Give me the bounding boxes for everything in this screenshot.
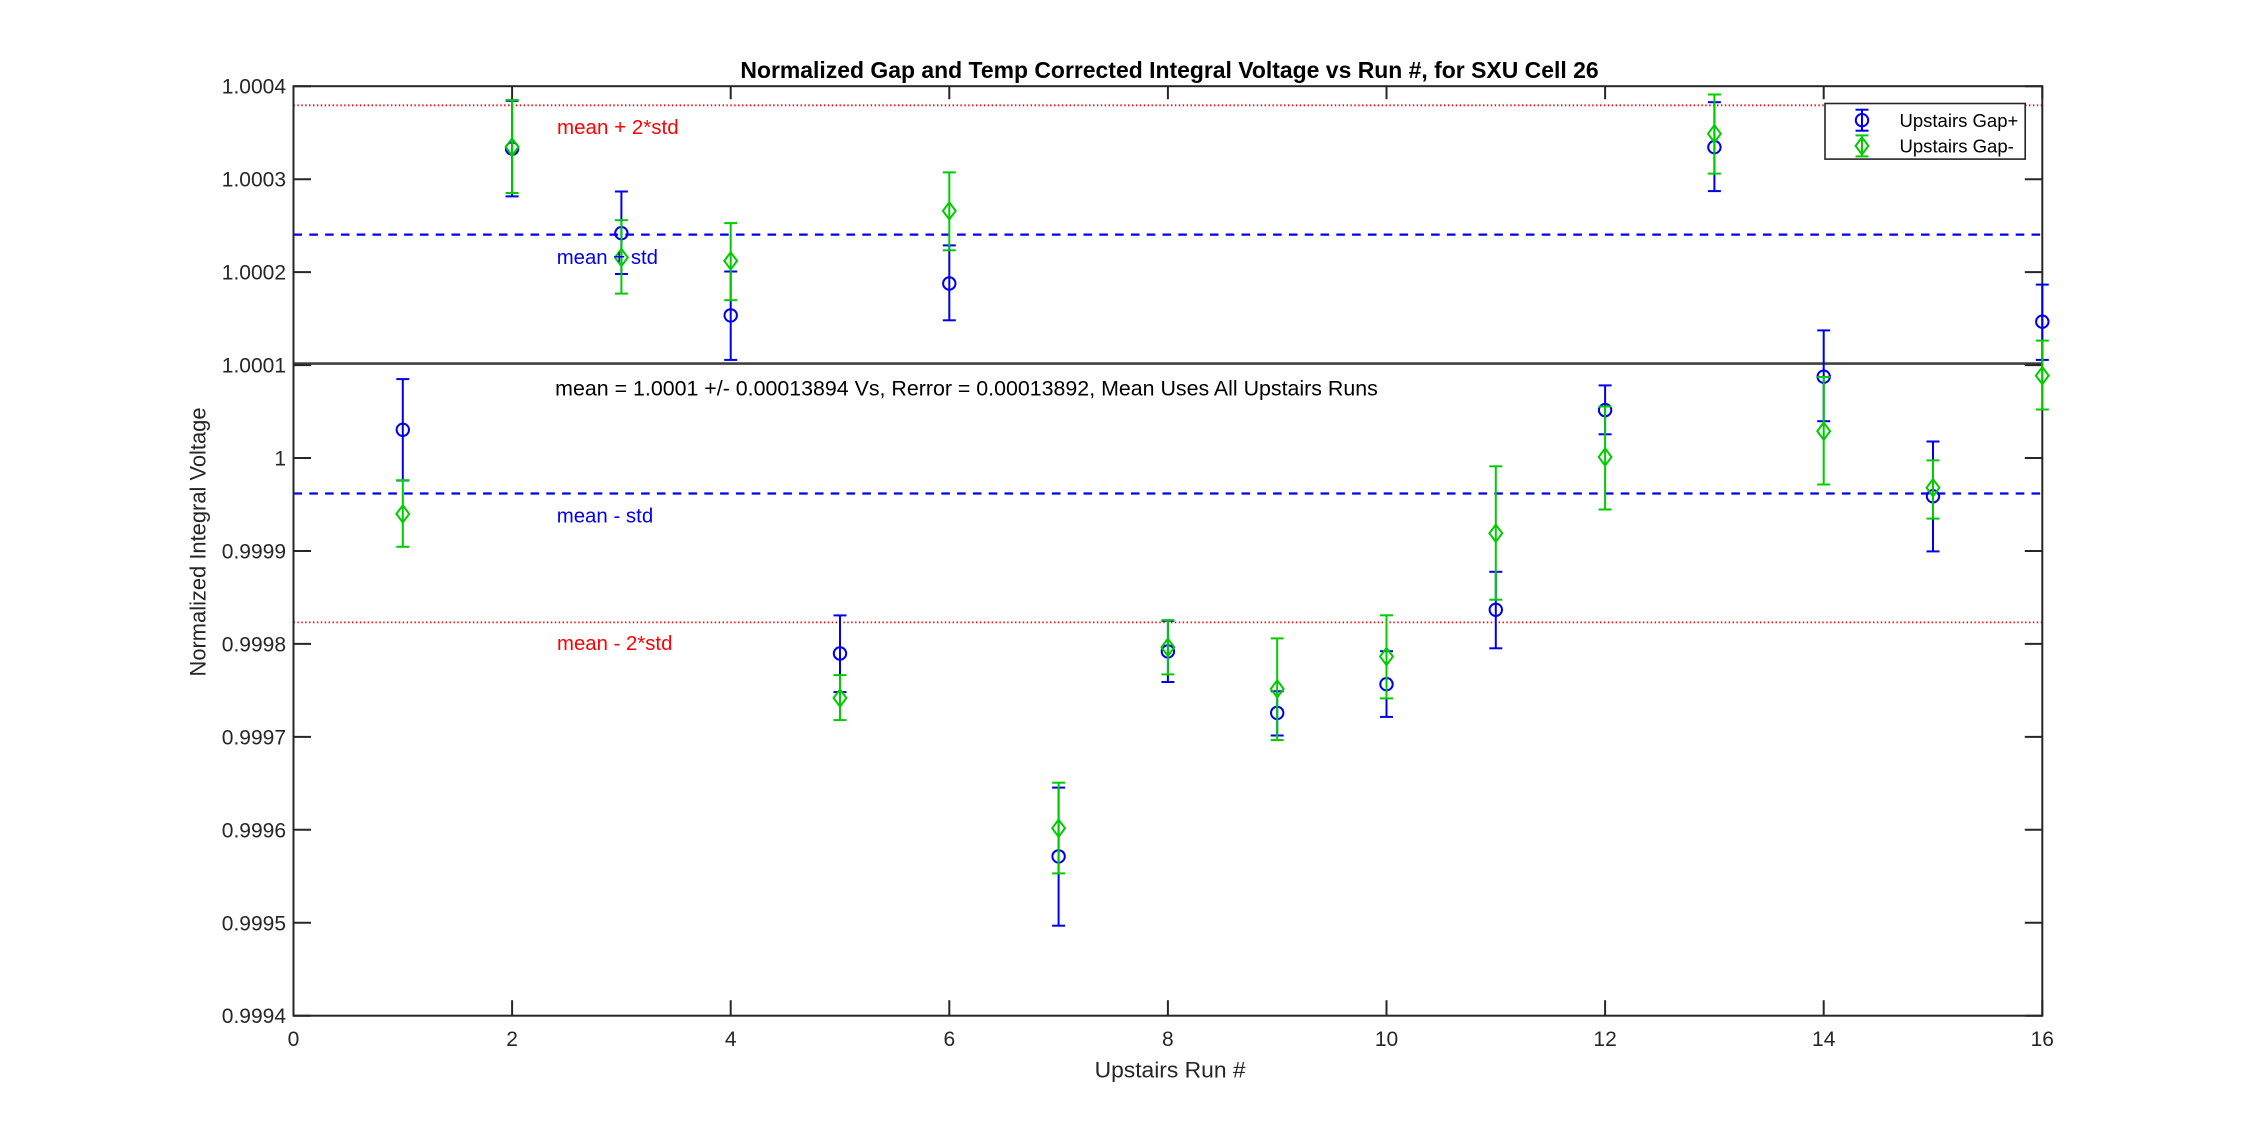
svg-text:0.9999: 0.9999	[222, 541, 286, 564]
svg-text:mean - std: mean - std	[557, 505, 654, 528]
svg-text:16: 16	[2031, 1028, 2054, 1051]
svg-text:4: 4	[725, 1028, 737, 1051]
svg-text:1: 1	[274, 448, 286, 471]
svg-text:Normalized Integral Voltage: Normalized Integral Voltage	[186, 408, 211, 677]
svg-text:1.0004: 1.0004	[222, 76, 287, 99]
svg-text:14: 14	[1812, 1028, 1836, 1051]
svg-text:0.9996: 0.9996	[222, 819, 286, 842]
svg-text:Normalized Gap and Temp Correc: Normalized Gap and Temp Corrected Integr…	[740, 57, 1598, 83]
svg-text:Upstairs Run #: Upstairs Run #	[1095, 1058, 1246, 1083]
svg-text:8: 8	[1162, 1028, 1174, 1051]
svg-text:0.9994: 0.9994	[222, 1005, 287, 1028]
svg-text:Upstairs Gap+: Upstairs Gap+	[1900, 110, 2019, 131]
svg-text:1.0003: 1.0003	[222, 169, 286, 192]
svg-text:mean + 2*std: mean + 2*std	[557, 116, 679, 139]
svg-text:10: 10	[1375, 1028, 1398, 1051]
svg-text:12: 12	[1593, 1028, 1616, 1051]
svg-text:0.9998: 0.9998	[222, 633, 286, 656]
svg-text:6: 6	[943, 1028, 955, 1051]
svg-text:Upstairs Gap-: Upstairs Gap-	[1900, 136, 2014, 157]
svg-text:mean + std: mean + std	[557, 246, 658, 269]
svg-text:1.0002: 1.0002	[222, 262, 286, 285]
svg-text:0: 0	[288, 1028, 300, 1051]
svg-text:mean - 2*std: mean - 2*std	[557, 632, 672, 655]
svg-text:0.9995: 0.9995	[222, 912, 286, 935]
svg-text:1.0001: 1.0001	[222, 355, 286, 378]
svg-text:2: 2	[506, 1028, 518, 1051]
svg-text:0.9997: 0.9997	[222, 726, 286, 749]
svg-text:mean = 1.0001 +/- 0.00013894 V: mean = 1.0001 +/- 0.00013894 Vs, Rerror …	[555, 377, 1378, 400]
